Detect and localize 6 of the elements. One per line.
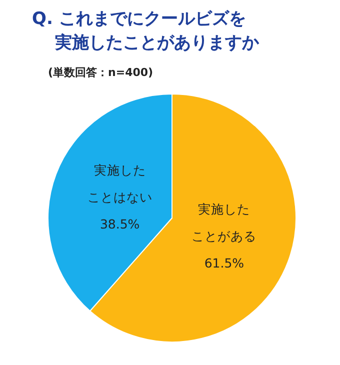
chart-subtitle: (単数回答：n=400)	[48, 66, 154, 79]
data-label: 61.5%	[204, 256, 244, 271]
data-label: 38.5%	[100, 216, 140, 232]
slice-label: 実施したことがある	[192, 202, 257, 244]
chart-title: Q. これまでにクールビズを実施したことがありますか	[32, 9, 260, 53]
slice-label: 実施したことはない	[87, 162, 152, 204]
